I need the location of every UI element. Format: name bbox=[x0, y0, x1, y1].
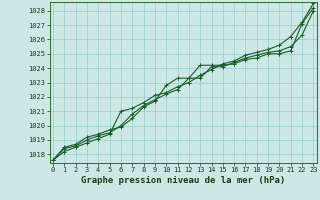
X-axis label: Graphe pression niveau de la mer (hPa): Graphe pression niveau de la mer (hPa) bbox=[81, 176, 285, 185]
